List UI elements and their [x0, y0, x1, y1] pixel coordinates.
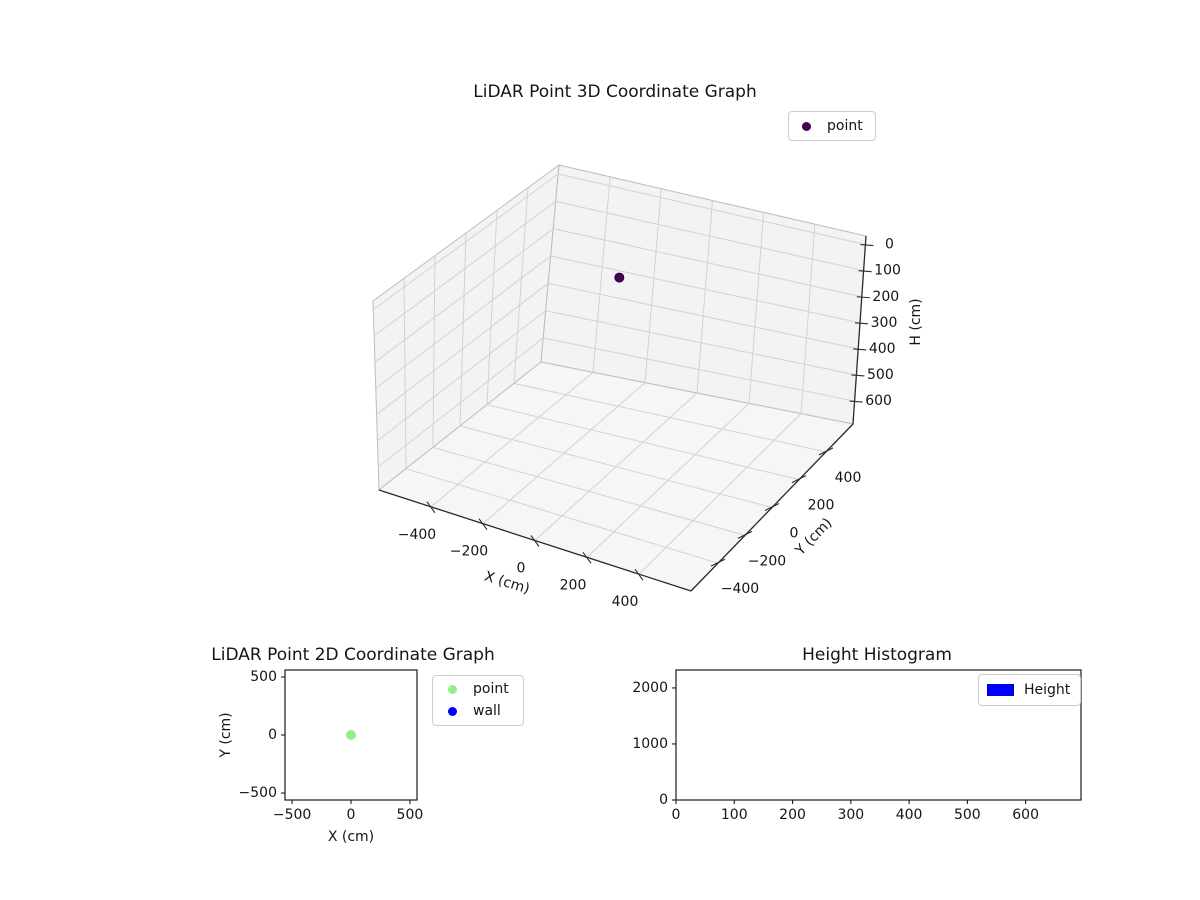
plot3d-z-tick-label: 200: [872, 289, 899, 305]
plot3d-z-tick-label: 0: [885, 237, 894, 253]
plot2d-title: LiDAR Point 2D Coordinate Graph: [211, 645, 495, 665]
plot3d-legend: point: [788, 111, 876, 141]
plot3d-z-tick-label: 500: [867, 367, 894, 383]
plot3d-points: [614, 272, 625, 283]
legend-item-point: point: [448, 679, 509, 699]
plot3d-x-tick-label: −400: [398, 527, 436, 543]
wall-marker-icon: [448, 706, 457, 716]
hist-x-tick-label: 0: [672, 807, 681, 823]
hist-x-tick-label: 400: [896, 807, 923, 823]
plot3d-y-tick-label: 0: [790, 526, 799, 542]
legend-label-height: Height: [1024, 682, 1071, 698]
plot3d-y-tick-label: −400: [721, 581, 759, 597]
lidar-point-2d: [346, 730, 356, 740]
legend-label-point: point: [827, 118, 863, 134]
plot2d-xlabel: X (cm): [327, 829, 375, 845]
plot3d-x-tick-label: 0: [517, 561, 526, 577]
plot2d-y-tick-label: −500: [239, 785, 277, 801]
plot2d-x-tick-label: −500: [273, 807, 311, 823]
hist-x-tick-label: 200: [779, 807, 806, 823]
hist-legend: Height: [978, 674, 1082, 706]
legend-label-wall: wall: [473, 703, 501, 719]
plot3d-z-tick-label: 300: [871, 315, 898, 331]
legend-item-wall: wall: [448, 701, 509, 721]
plot2d-y-tick-label: 0: [268, 727, 277, 743]
plot3d-x-tick-label: 200: [560, 577, 587, 593]
hist-x-tick-label: 100: [721, 807, 748, 823]
plot3d-z-tick-label: 400: [869, 341, 896, 357]
plot2d-x-tick-label: 500: [397, 807, 424, 823]
plot2d-x-tick-label: 0: [347, 807, 356, 823]
hist-x-tick-label: 600: [1012, 807, 1039, 823]
plot2d-y-tick-label: 500: [250, 669, 277, 685]
z-axis-line: [852, 235, 867, 425]
plot3d-x-tick-label: −200: [450, 544, 488, 560]
plot3d-axes: −400−2000200400−400−20002004000100200300…: [378, 235, 901, 610]
hist-y-tick-label: 2000: [632, 680, 668, 696]
point-marker-icon: [802, 121, 811, 131]
legend-item-height: Height: [987, 680, 1070, 700]
plot3d-title: LiDAR Point 3D Coordinate Graph: [473, 82, 757, 102]
height-patch-icon: [987, 684, 1014, 696]
plot3d-z-tick-label: 600: [865, 393, 892, 409]
plot2d-axes: −500 0 500 −500 0 500: [239, 669, 424, 823]
plot2d-legend: point wall: [432, 675, 524, 726]
hist-y-tick-label: 1000: [632, 736, 668, 752]
point-marker-icon: [448, 684, 457, 694]
hist-x-tick-label: 300: [837, 807, 864, 823]
plot3d-z-tick-label: 100: [874, 263, 901, 279]
plot3d-y-tick-label: 400: [835, 470, 862, 486]
legend-item-point: point: [802, 116, 863, 136]
plot2d-ylabel: Y (cm): [218, 712, 234, 758]
hist-y-tick-label: 0: [659, 792, 668, 808]
legend-label-point: point: [473, 681, 509, 697]
hist-x-tick-label: 500: [954, 807, 981, 823]
plot3d-zlabel: H (cm): [908, 298, 924, 346]
plot3d-grid: [372, 173, 866, 575]
plot3d-y-tick-label: −200: [748, 553, 786, 569]
plot3d-x-tick-label: 400: [612, 594, 639, 610]
lidar-point-3d: [614, 272, 625, 283]
plot3d-y-tick-label: 200: [808, 498, 835, 514]
hist-title: Height Histogram: [802, 645, 952, 665]
